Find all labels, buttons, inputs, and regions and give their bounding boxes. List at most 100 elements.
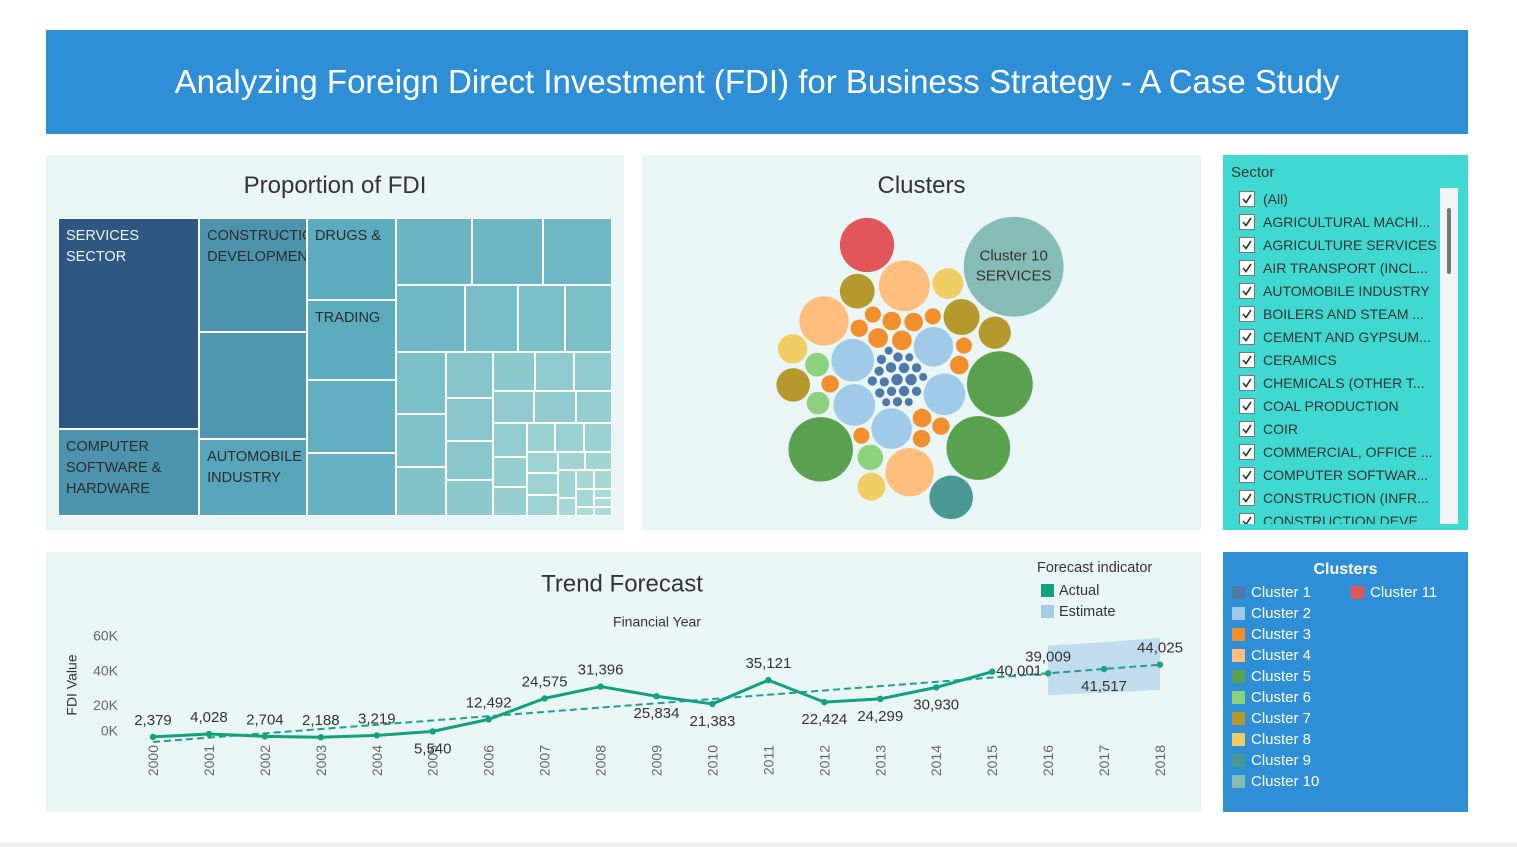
bubble <box>963 216 1064 317</box>
filter-item[interactable]: CEMENT AND GYPSUM... <box>1236 326 1431 348</box>
x-tick-label: 2007 <box>537 745 553 776</box>
filter-label: AGRICULTURE SERVICES <box>1263 237 1437 253</box>
filter-item[interactable]: AUTOMOBILE INDUSTRY <box>1236 280 1430 302</box>
check-mark <box>1242 470 1252 480</box>
legend-label: Cluster 6 <box>1251 688 1312 706</box>
treemap-cell <box>564 285 612 353</box>
bubble <box>891 373 903 386</box>
filter-item[interactable]: COAL PRODUCTION <box>1236 395 1399 417</box>
checkbox[interactable] <box>1239 283 1255 299</box>
scrollbar[interactable] <box>1440 188 1458 524</box>
check-mark <box>1242 378 1252 388</box>
bubble <box>911 363 922 373</box>
footer-line <box>0 843 1517 847</box>
bubble <box>831 338 874 382</box>
data-point <box>597 683 604 690</box>
x-tick-label: 2014 <box>928 745 944 776</box>
legend-item: Cluster 7 <box>1232 708 1311 728</box>
check-mark <box>1242 424 1252 434</box>
checkbox[interactable] <box>1239 352 1255 368</box>
checkbox[interactable] <box>1239 306 1255 322</box>
treemap-cell: DRUGS & <box>306 218 396 300</box>
treemap-cell <box>593 497 612 507</box>
legend-label: Cluster 3 <box>1251 625 1312 643</box>
bubble <box>857 444 884 471</box>
chart-title: Proportion of FDI <box>243 172 427 199</box>
legend-item: Cluster 2 <box>1232 603 1311 623</box>
check-mark <box>1242 309 1252 319</box>
bubble <box>864 306 881 323</box>
check-mark <box>1242 447 1252 457</box>
checkbox[interactable] <box>1239 490 1255 506</box>
chart-title: Trend Forecast <box>541 570 703 597</box>
filter-item[interactable]: COIR <box>1236 418 1298 440</box>
bubble <box>886 386 897 396</box>
filter-item[interactable]: (All) <box>1236 188 1288 210</box>
bubble <box>919 372 928 381</box>
trend-line <box>152 663 1161 743</box>
filter-item[interactable]: BOILERS AND STEAM ... <box>1236 303 1424 325</box>
bubble <box>905 373 917 386</box>
data-point <box>821 698 828 706</box>
filter-item[interactable]: AGRICULTURAL MACHI... <box>1236 211 1430 233</box>
filter-item[interactable]: CERAMICS <box>1236 349 1337 371</box>
sector-filter: Sector (All) AGRICULTURAL MACHI... AGRICUL… <box>1223 155 1468 530</box>
value-label: 21,383 <box>689 713 735 730</box>
value-label: 30,930 <box>913 696 959 713</box>
checkbox[interactable] <box>1239 467 1255 483</box>
checkbox[interactable] <box>1239 329 1255 345</box>
legend-item: Cluster 10 <box>1232 771 1319 791</box>
bubble <box>898 362 910 374</box>
treemap-cell: CONSTRUCTION DEVELOPMENT: <box>199 218 307 332</box>
x-tick-label: 2003 <box>313 745 329 776</box>
checkbox[interactable] <box>1239 398 1255 414</box>
check-mark <box>1242 332 1252 342</box>
legend-swatch <box>1232 774 1245 788</box>
filter-item[interactable]: AIR TRANSPORT (INCL... <box>1236 257 1428 279</box>
treemap-cell <box>492 390 535 423</box>
bubble <box>833 384 876 426</box>
checkbox[interactable] <box>1239 214 1255 230</box>
checkbox[interactable] <box>1239 260 1255 276</box>
x-tick-label: 2008 <box>593 745 609 776</box>
check-mark <box>1242 401 1252 411</box>
checkbox[interactable] <box>1239 513 1255 524</box>
check-mark <box>1242 447 1252 457</box>
filter-label: AIR TRANSPORT (INCL... <box>1263 260 1428 276</box>
data-point <box>541 695 548 702</box>
treemap-label: AUTOMOBILE INDUSTRY <box>207 449 302 487</box>
filter-item[interactable]: AGRICULTURE SERVICES <box>1236 234 1437 256</box>
x-tick-label: 2011 <box>760 745 776 775</box>
checkbox[interactable] <box>1239 375 1255 391</box>
filter-item[interactable]: CONSTRUCTION DEVE... <box>1236 510 1429 524</box>
bubble <box>892 330 912 351</box>
treemap-cell <box>584 452 612 471</box>
filter-item[interactable]: CHEMICALS (OTHER T... <box>1236 372 1425 394</box>
legend-swatch <box>1232 648 1245 662</box>
check-mark <box>1242 217 1252 227</box>
checkbox[interactable] <box>1239 237 1255 253</box>
check-mark <box>1242 263 1252 273</box>
bubble <box>893 352 903 362</box>
bubble <box>949 355 969 375</box>
check-mark <box>1242 355 1252 365</box>
scrollbar-thumb[interactable] <box>1447 208 1451 274</box>
data-point <box>988 668 996 675</box>
filter-item[interactable]: COMPUTER SOFTWAR... <box>1236 464 1428 486</box>
value-label: 22,424 <box>801 711 847 728</box>
checkbox[interactable] <box>1239 444 1255 460</box>
checkbox[interactable] <box>1239 421 1255 437</box>
filter-item[interactable]: COMMERCIAL, OFFICE ... <box>1236 441 1433 463</box>
x-tick-label: 2000 <box>145 745 161 776</box>
data-point <box>877 695 884 703</box>
treemap-cell <box>575 470 594 489</box>
check-mark <box>1242 240 1252 250</box>
checkbox[interactable] <box>1239 191 1255 207</box>
check-mark <box>1242 309 1252 319</box>
check-mark <box>1242 470 1252 480</box>
value-label: 44,025 <box>1137 640 1183 657</box>
legend-item: Cluster 1 <box>1232 582 1311 602</box>
value-label: 2,188 <box>302 712 340 729</box>
legend-item: Cluster 4 <box>1232 645 1311 665</box>
filter-item[interactable]: CONSTRUCTION (INFR... <box>1236 487 1429 509</box>
